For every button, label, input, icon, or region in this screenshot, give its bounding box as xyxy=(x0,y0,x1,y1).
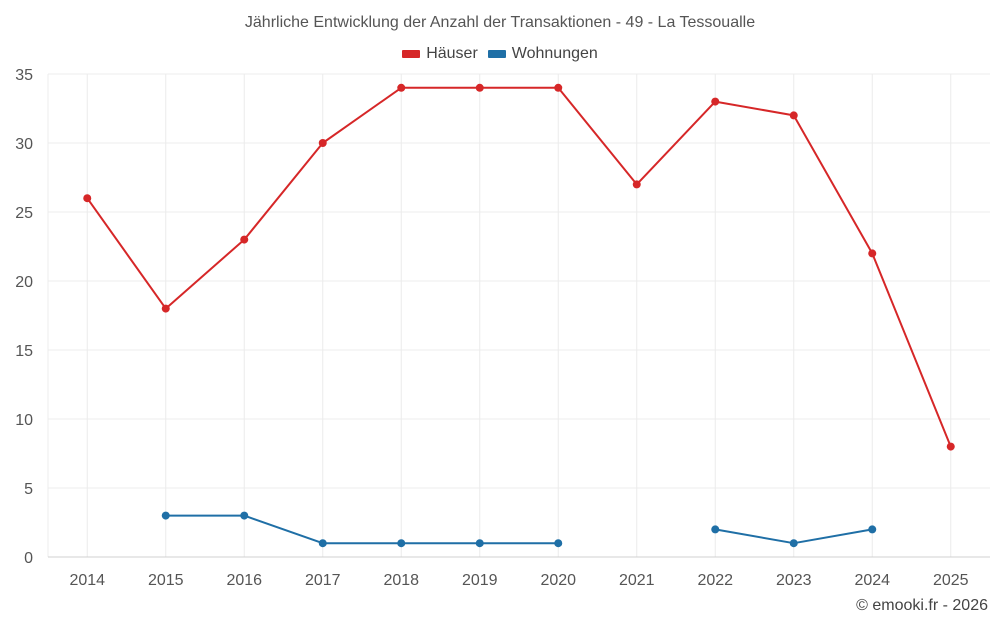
legend-swatch-hauser xyxy=(402,50,421,58)
x-tick-label-2022: 2022 xyxy=(697,572,733,589)
point-hauser-2021 xyxy=(632,180,641,189)
point-hauser-2019 xyxy=(475,83,484,92)
point-wohnungen-2015 xyxy=(161,511,170,520)
y-tick-label-35: 35 xyxy=(15,67,33,84)
point-hauser-2017 xyxy=(318,139,327,147)
y-tick-label-5: 5 xyxy=(24,481,33,498)
x-tick-label-2017: 2017 xyxy=(305,572,341,589)
y-tick-label-10: 10 xyxy=(15,412,33,429)
point-hauser-2015 xyxy=(161,304,170,313)
y-tick-label-30: 30 xyxy=(15,136,33,153)
point-wohnungen-2019 xyxy=(475,539,484,548)
y-tick-label-0: 0 xyxy=(24,550,33,567)
x-tick-label-2024: 2024 xyxy=(854,572,890,589)
legend-label-wohnungen: Wohnungen xyxy=(511,45,598,62)
legend-label-hauser: Häuser xyxy=(426,45,478,62)
series-line-wohnungen-0 xyxy=(165,514,559,545)
y-tick-label-20: 20 xyxy=(15,274,33,291)
x-tick-label-2021: 2021 xyxy=(619,572,655,589)
legend-swatch-wohnungen xyxy=(487,50,506,58)
point-wohnungen-2024 xyxy=(868,525,877,534)
x-tick-label-2023: 2023 xyxy=(776,572,812,589)
point-wohnungen-2020 xyxy=(554,539,563,548)
point-wohnungen-2018 xyxy=(397,539,406,548)
point-wohnungen-2022 xyxy=(711,525,720,534)
point-hauser-2023 xyxy=(789,111,798,120)
x-tick-label-2016: 2016 xyxy=(226,572,262,589)
chart-title: Jährliche Entwicklung der Anzahl der Tra… xyxy=(244,14,756,31)
copyright-credit: © emooki.fr - 2026 xyxy=(856,597,988,614)
point-hauser-2014 xyxy=(83,194,92,203)
point-hauser-2016 xyxy=(240,235,249,244)
x-tick-label-2025: 2025 xyxy=(933,572,969,589)
point-hauser-2018 xyxy=(397,83,406,92)
x-tick-label-2015: 2015 xyxy=(148,572,184,589)
point-hauser-2020 xyxy=(554,83,563,92)
legend-item-wohnungen[interactable]: Wohnungen xyxy=(487,45,598,63)
point-hauser-2025 xyxy=(946,442,955,451)
x-tick-label-2020: 2020 xyxy=(540,572,576,589)
point-wohnungen-2017 xyxy=(318,539,327,548)
x-tick-label-2014: 2014 xyxy=(69,572,105,589)
chart-legend: Häuser Wohnungen xyxy=(0,45,1000,63)
x-tick-label-2018: 2018 xyxy=(383,572,419,589)
point-hauser-2022 xyxy=(711,97,720,106)
legend-item-hauser[interactable]: Häuser xyxy=(402,45,478,63)
point-hauser-2024 xyxy=(868,249,877,258)
point-wohnungen-2016 xyxy=(240,511,249,520)
point-wohnungen-2023 xyxy=(789,539,798,548)
series-line-hauser-0 xyxy=(86,86,952,447)
y-tick-label-15: 15 xyxy=(15,343,33,360)
x-tick-label-2019: 2019 xyxy=(462,572,498,589)
y-tick-label-25: 25 xyxy=(15,205,33,222)
